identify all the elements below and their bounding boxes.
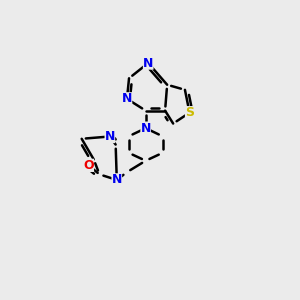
Text: N: N	[143, 56, 153, 70]
Text: N: N	[105, 130, 115, 143]
Text: O: O	[83, 159, 94, 172]
Text: N: N	[140, 122, 151, 135]
Text: N: N	[122, 92, 132, 105]
Text: S: S	[185, 106, 194, 119]
Text: N: N	[112, 173, 122, 186]
